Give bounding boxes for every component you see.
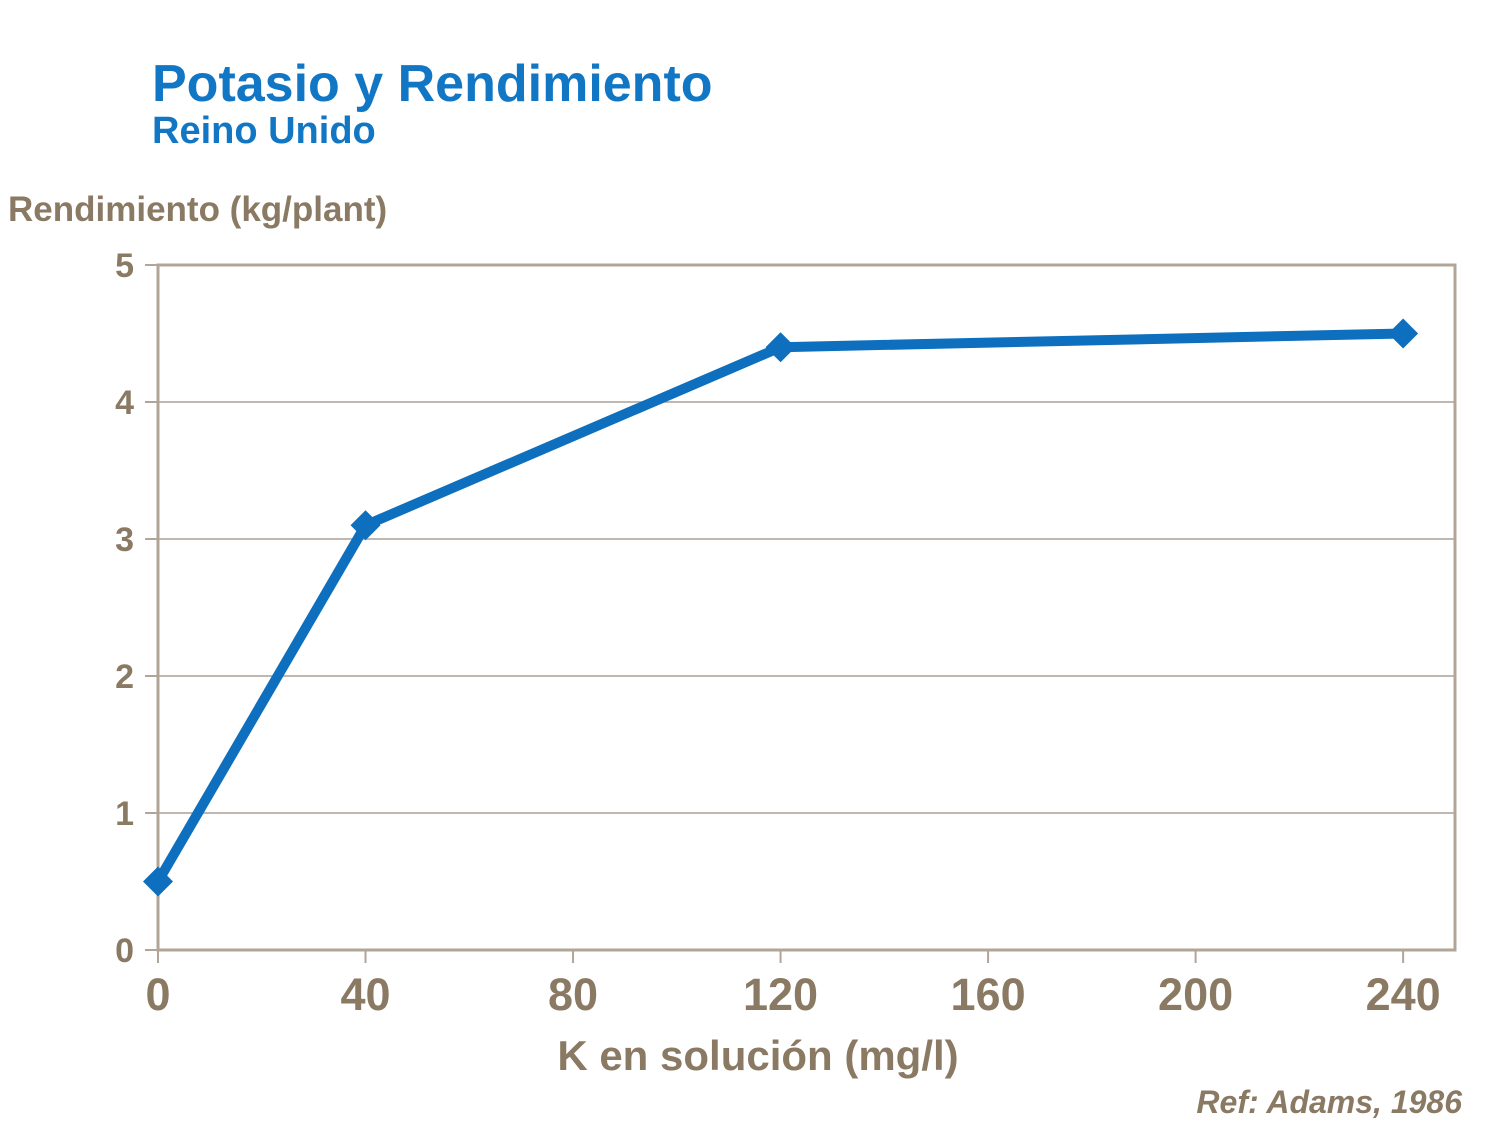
x-tick-label: 120 — [743, 969, 818, 1020]
y-tick-label: 0 — [115, 932, 134, 970]
x-tick-label: 240 — [1366, 969, 1441, 1020]
x-tick-label: 40 — [340, 969, 390, 1020]
y-tick-label: 2 — [115, 658, 134, 696]
x-axis-title: K en solución (mg/l) — [557, 1032, 959, 1079]
x-tick-label: 80 — [548, 969, 598, 1020]
chart-title: Potasio y Rendimiento — [152, 55, 713, 113]
chart-subtitle: Reino Unido — [152, 110, 376, 152]
data-point-marker — [765, 332, 796, 363]
data-point-marker — [1388, 318, 1419, 349]
plot-frame — [156, 263, 1457, 952]
y-tick-label: 4 — [115, 384, 134, 422]
reference-note: Ref: Adams, 1986 — [1196, 1084, 1462, 1120]
x-tick-label: 200 — [1158, 969, 1233, 1020]
data-point-marker — [350, 510, 381, 541]
x-tick-label: 160 — [951, 969, 1026, 1020]
series-line — [153, 328, 1409, 887]
y-axis-title: Rendimiento (kg/plant) — [8, 190, 388, 229]
data-point-marker — [143, 866, 173, 897]
y-tick-label: 5 — [115, 247, 134, 285]
y-tick-label: 1 — [115, 795, 134, 833]
x-tick-label: 0 — [145, 969, 170, 1020]
y-tick-label: 3 — [115, 521, 134, 559]
